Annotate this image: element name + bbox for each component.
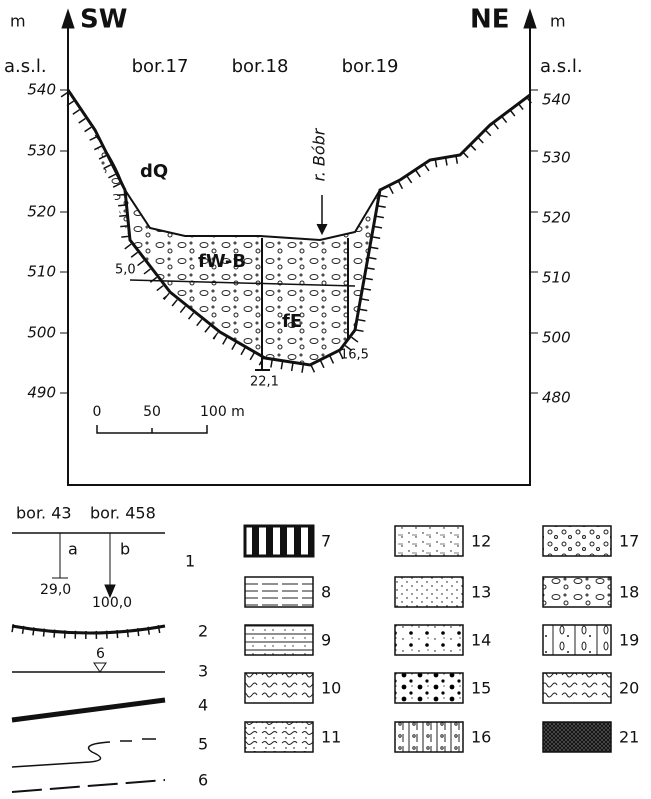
legend-number: 13: [471, 583, 491, 602]
legend-text: bor. 458: [90, 504, 156, 523]
legend-swatch: [394, 525, 464, 557]
right-axis-label: 530: [542, 149, 571, 167]
layer-boundary: [129, 279, 356, 287]
right-axis-label: 500: [542, 329, 571, 347]
right-axis-label: 480: [542, 389, 571, 407]
legend-number: 15: [471, 679, 491, 698]
legend-number: 21: [619, 728, 639, 747]
legend-number: 7: [321, 532, 331, 551]
right-axis-label: 540: [542, 91, 571, 109]
section-labels: m a.s.l. SW NE m a.s.l. bor.17 bor.18 bo…: [4, 5, 583, 421]
left-unit-sub: a.s.l.: [4, 56, 47, 77]
left-axis-label: 540: [27, 81, 56, 99]
right-axis-label: 520: [542, 209, 571, 227]
legend-lines: [11, 532, 166, 793]
legend-text: 29,0: [40, 582, 71, 598]
label-fwb: fW-B: [198, 251, 246, 272]
left-axis-label: 500: [27, 324, 56, 342]
legend-number: 1: [185, 552, 195, 571]
legend-swatch: [542, 721, 612, 753]
legend-boxes: 7 8 9 10 11 12 13 14 15 16 17 18 19 20 21: [243, 524, 639, 753]
bedrock-hatch: [60, 91, 533, 375]
legend-number: 20: [619, 679, 639, 698]
legend-text: 100,0: [92, 595, 132, 611]
legend-swatch: [542, 672, 612, 704]
legend-swatch: [542, 525, 612, 557]
scale-label: 50: [143, 404, 161, 420]
legend-text: 6: [96, 646, 105, 662]
left-direction: SW: [80, 5, 127, 35]
legend-text: b: [120, 540, 130, 559]
legend-number: 6: [198, 771, 208, 790]
river-arrowhead: [316, 223, 328, 236]
section: [60, 8, 538, 486]
bedrock-line: [66, 89, 531, 367]
gravel-fill: [95, 135, 380, 365]
legend-swatch: [394, 721, 464, 753]
borehole-label: bor.17: [132, 56, 189, 77]
legend-swatch: [394, 624, 464, 656]
legend-number: 11: [321, 728, 341, 747]
legend-number: 8: [321, 583, 331, 602]
legend-texts: bor. 43 bor. 458 a b 29,0 100,0 6 1 2 3 …: [16, 504, 208, 790]
legend-number: 3: [198, 662, 208, 681]
axis-arrows: [61, 8, 537, 29]
left-axis-label: 490: [27, 384, 56, 402]
legend-text: a: [68, 540, 78, 559]
label-fe: fE: [282, 311, 302, 332]
scale-bar: [96, 425, 208, 434]
right-direction: NE: [470, 5, 510, 35]
legend-number: 12: [471, 532, 491, 551]
frame: [67, 20, 531, 486]
left-unit: m: [10, 12, 26, 31]
depth-label: 22,1: [250, 375, 279, 390]
legend-swatch: [244, 624, 314, 656]
axis-ticks: [60, 89, 538, 394]
legend-number: 2: [198, 622, 208, 641]
borehole-label: bor.18: [232, 56, 289, 77]
left-axis-label: 510: [27, 263, 56, 281]
legend-number: 14: [471, 631, 491, 650]
right-unit: m: [550, 12, 566, 31]
depth-label: 16,5: [340, 348, 369, 363]
legend-swatch: [542, 624, 612, 656]
legend-number: 16: [471, 728, 491, 747]
legend-swatch: [244, 576, 314, 608]
legend-number: 10: [321, 679, 341, 698]
scale-label: 0: [93, 404, 102, 420]
legend-number: 19: [619, 631, 639, 650]
right-axis-label: 510: [542, 269, 571, 287]
legend-swatch: [394, 576, 464, 608]
legend-swatch: [244, 672, 314, 704]
label-river: r. Bóbr: [310, 127, 329, 181]
borehole-label: bor.19: [342, 56, 399, 77]
scale-label: 100 m: [200, 404, 245, 420]
legend-swatch: [244, 721, 314, 753]
label-dq: dQ: [140, 161, 168, 182]
legend-swatch: [243, 524, 315, 558]
legend-swatch: [394, 672, 464, 704]
legend-swatch: [542, 576, 612, 608]
right-unit-sub: a.s.l.: [540, 56, 583, 77]
legend-text: bor. 43: [16, 504, 72, 523]
legend-number: 4: [198, 696, 208, 715]
legend-number: 5: [198, 735, 208, 754]
left-axis-label: 530: [27, 142, 56, 160]
legend-number: 9: [321, 631, 331, 650]
left-axis-label: 520: [27, 203, 56, 221]
depth-label: 5,0: [115, 263, 136, 278]
legend-number: 17: [619, 532, 639, 551]
legend-number: 18: [619, 583, 639, 602]
